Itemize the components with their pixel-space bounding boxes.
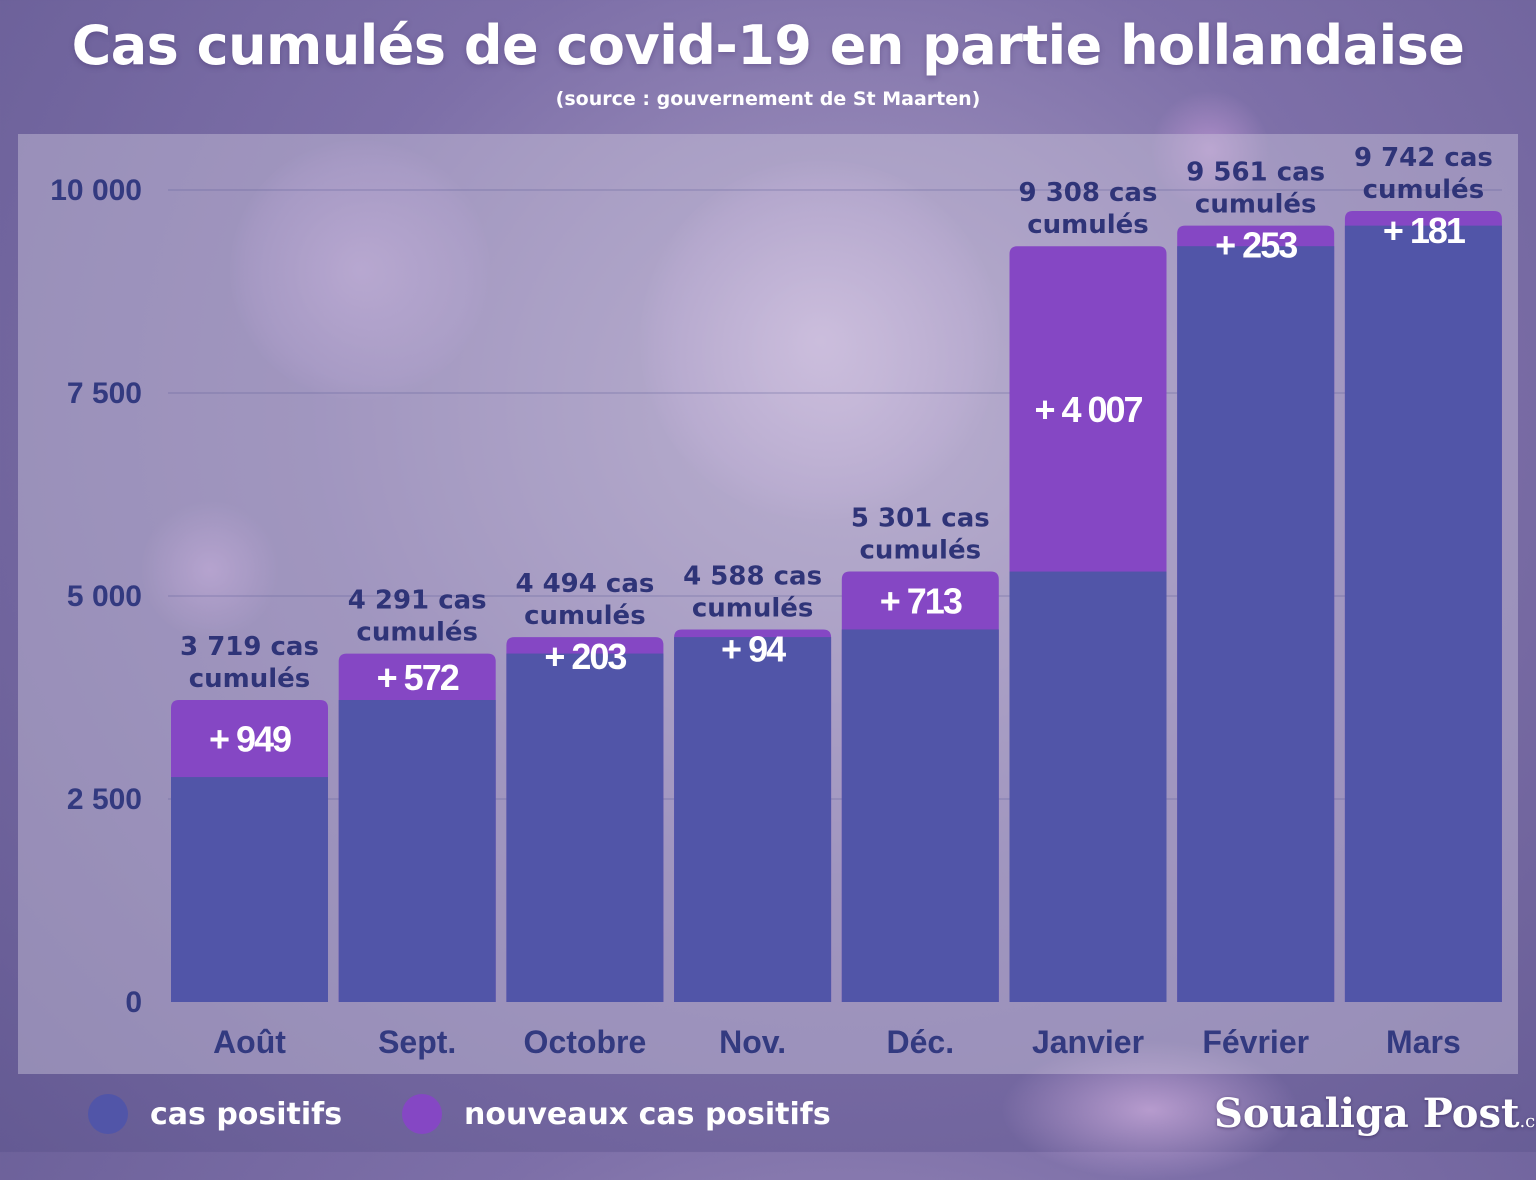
bar-segment-positifs [674, 637, 832, 1002]
x-category-label: Sept. [378, 1024, 456, 1060]
x-category-label: Janvier [1032, 1024, 1144, 1060]
total-label-line2: cumulés [692, 593, 814, 623]
increase-label: + 713 [880, 581, 962, 622]
brand-logo: Soualiga Post.com [1214, 1090, 1536, 1137]
increase-label: + 94 [721, 628, 786, 669]
brand-domain: .com [1519, 1111, 1536, 1132]
bar-segment-positifs [506, 653, 664, 1002]
y-tick-label: 2 500 [67, 783, 142, 816]
total-label-line2: cumulés [189, 664, 311, 694]
bar-segment-positifs [1344, 225, 1502, 1003]
increase-label: + 253 [1215, 225, 1297, 266]
increase-label: + 4 007 [1034, 389, 1142, 430]
x-category-label: Déc. [887, 1024, 955, 1060]
chart-subtitle: (source : gouvernement de St Maarten) [555, 88, 981, 110]
legend-swatch-positifs [88, 1094, 128, 1134]
x-category-label: Août [213, 1024, 286, 1060]
total-label-line1: 9 308 cas [1019, 178, 1158, 208]
legend-swatch-nouveaux [402, 1094, 442, 1134]
increase-label: + 181 [1383, 210, 1466, 251]
total-label-line2: cumulés [524, 601, 646, 631]
total-label-line2: cumulés [1027, 210, 1149, 240]
x-category-label: Février [1202, 1024, 1309, 1060]
bar-segment-positifs [338, 700, 496, 1002]
bar-segment-positifs [841, 629, 999, 1002]
total-label-line1: 4 494 cas [515, 569, 654, 599]
total-label-line2: cumulés [356, 618, 478, 648]
legend-item-nouveaux: nouveaux cas positifs [402, 1092, 831, 1136]
y-tick-label: 10 000 [50, 174, 142, 207]
bar-segment-positifs [171, 777, 328, 1002]
total-label-line2: cumulés [860, 536, 982, 566]
brand-name: Soualiga Post [1214, 1090, 1520, 1137]
total-label-line1: 9 561 cas [1186, 158, 1325, 188]
increase-label: + 572 [377, 657, 459, 698]
legend-label-nouveaux: nouveaux cas positifs [464, 1096, 831, 1132]
bar-segment-positifs [1009, 571, 1167, 1002]
total-label-line2: cumulés [1363, 175, 1485, 205]
x-category-label: Mars [1386, 1024, 1461, 1060]
legend-item-positifs: cas positifs [88, 1092, 342, 1136]
total-label-line1: 3 719 cas [180, 632, 319, 662]
total-label-line1: 4 291 cas [348, 586, 487, 616]
x-category-label: Octobre [524, 1024, 647, 1060]
y-tick-label: 0 [125, 986, 142, 1019]
increase-label: + 949 [209, 719, 291, 760]
total-label-line1: 4 588 cas [683, 561, 822, 591]
increase-label: + 203 [544, 636, 626, 677]
y-tick-label: 7 500 [67, 377, 142, 410]
chart-title: Cas cumulés de covid-19 en partie hollan… [71, 14, 1465, 77]
total-label-line2: cumulés [1195, 190, 1317, 220]
bar-segment-positifs [1177, 246, 1335, 1002]
total-label-line1: 5 301 cas [851, 504, 990, 534]
legend-label-positifs: cas positifs [150, 1096, 343, 1132]
total-label-line1: 9 742 cas [1354, 143, 1493, 173]
x-category-label: Nov. [719, 1024, 786, 1060]
y-tick-label: 5 000 [67, 580, 142, 613]
